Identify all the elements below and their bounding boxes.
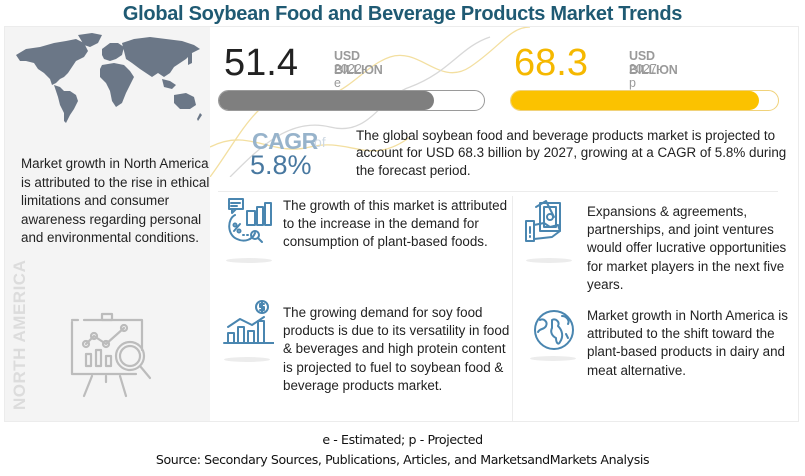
- metric-unit: USD BILLION: [629, 49, 678, 77]
- presentation-easel-icon: [70, 312, 152, 398]
- icon-shadow: [530, 356, 576, 361]
- page-title: Global Soybean Food and Beverage Product…: [122, 3, 683, 25]
- region-label: NORTH AMERICA: [10, 259, 29, 410]
- metric-unit: USD BILLION: [334, 49, 383, 77]
- metric-value: 68.3: [514, 42, 588, 84]
- icon-shadow: [226, 258, 272, 263]
- cagr-of: of: [314, 134, 326, 150]
- divider: [512, 196, 513, 421]
- growth-chart-dollar-icon: [223, 300, 274, 344]
- divider: [218, 191, 778, 192]
- insight-text: Market growth in North America is attrib…: [587, 308, 788, 378]
- cagr-value: 5.8%: [250, 150, 312, 180]
- insight-text: Expansions & agreements, partnerships, a…: [587, 204, 787, 292]
- icon-shadow: [224, 357, 270, 362]
- cagr-label: CAGR: [252, 128, 318, 154]
- money-hand-icon: [525, 200, 561, 242]
- globe-icon: [534, 310, 574, 350]
- insight-text: The growing demand for soy food products…: [283, 305, 510, 393]
- progress-bar-fill: [511, 91, 760, 110]
- metric-year: 2022-e: [334, 62, 366, 90]
- analytics-report-icon: [228, 198, 272, 243]
- progress-bar-2027: [510, 90, 779, 111]
- world-map-icon: [16, 33, 202, 123]
- icon-shadow: [526, 258, 572, 263]
- legend-note: e - Estimated; p - Projected: [322, 432, 483, 447]
- metric-year: 2027-p: [629, 62, 661, 90]
- left-panel-text: Market growth in North America is attrib…: [21, 156, 210, 245]
- progress-bar-fill: [219, 91, 434, 110]
- cagr-description: The global soybean food and beverage pro…: [356, 128, 787, 178]
- divider: [798, 190, 799, 420]
- source-note: Source: Secondary Sources, Publications,…: [155, 452, 650, 467]
- metric-value: 51.4: [224, 42, 298, 84]
- insight-text: The growth of this market is attributed …: [283, 198, 508, 250]
- progress-bar-2022: [218, 90, 485, 111]
